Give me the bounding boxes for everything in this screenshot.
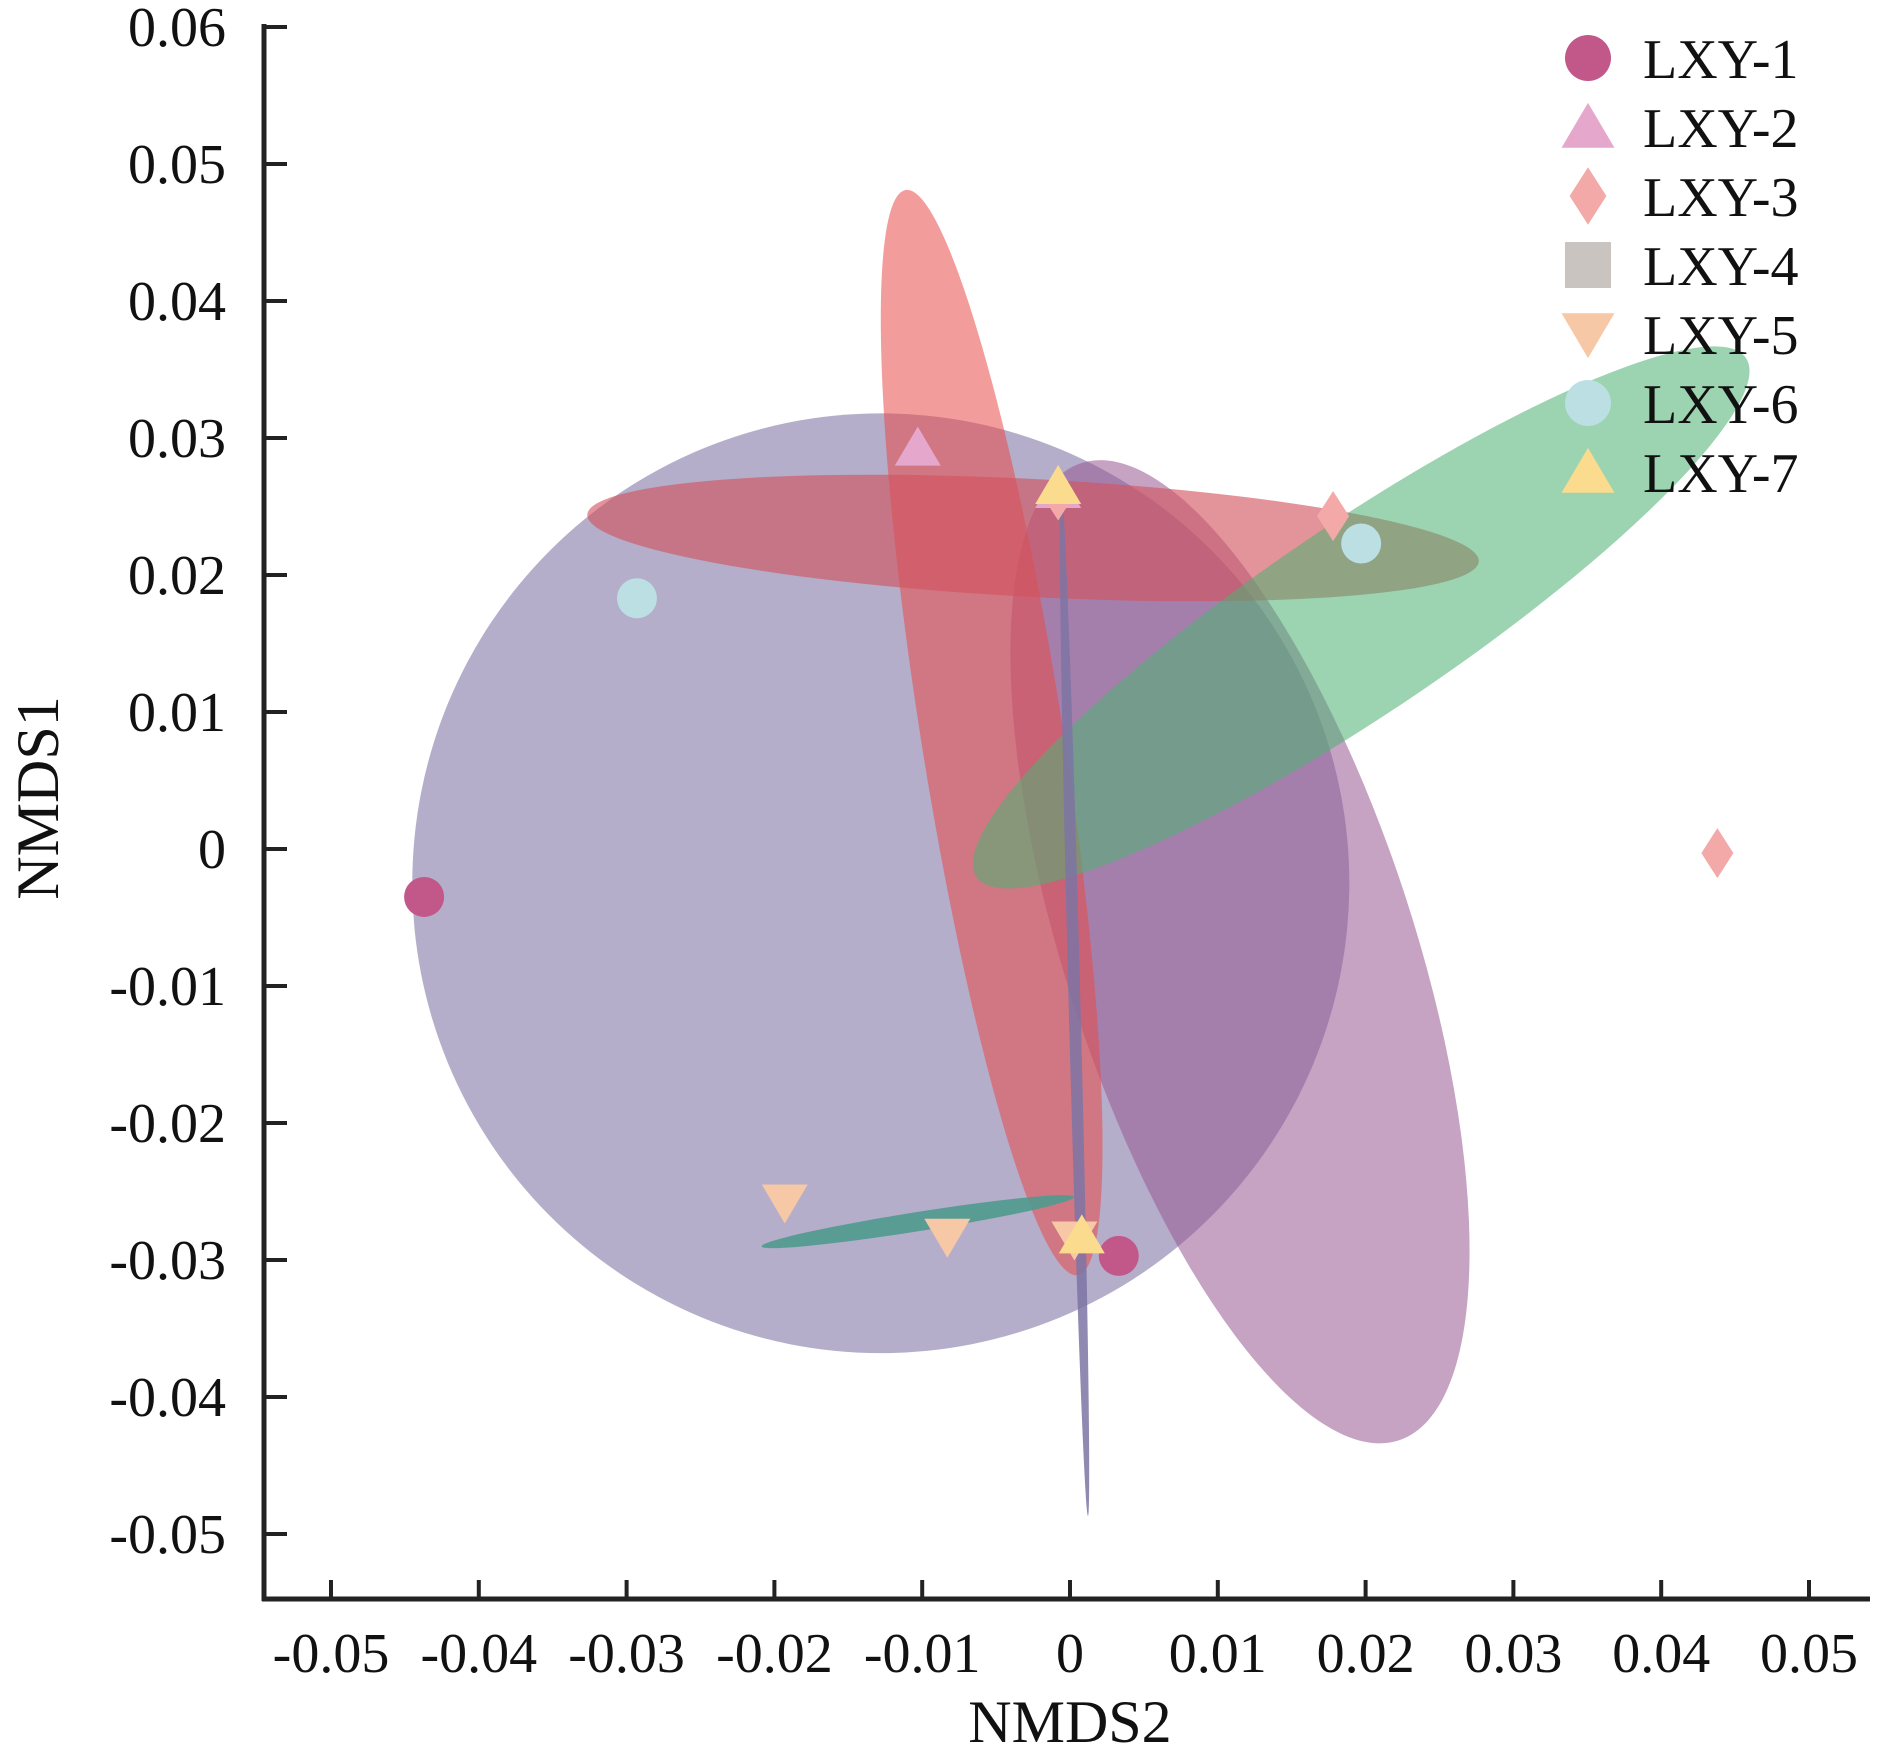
x-tick-label: -0.04 (420, 1623, 537, 1685)
y-tick-label: 0.02 (128, 545, 226, 607)
legend-label-lxy-2: LXY-2 (1643, 98, 1799, 160)
point-lxy-7-triangle-up (1035, 464, 1082, 504)
y-tick-label: 0.06 (128, 0, 226, 59)
x-axis-title: NMDS2 (968, 1689, 1171, 1752)
legend-marker-lxy-6 (1565, 380, 1611, 426)
legend-marker-lxy-7 (1561, 447, 1615, 493)
legend-label-lxy-3: LXY-3 (1643, 167, 1799, 229)
x-tick-label: -0.05 (273, 1623, 390, 1685)
point-lxy-6-circle (616, 578, 657, 619)
legend-marker-lxy-2 (1561, 102, 1615, 148)
y-tick-label: -0.05 (109, 1504, 226, 1566)
y-tick-label: -0.03 (109, 1230, 226, 1292)
point-lxy-2-triangle-up (894, 426, 941, 466)
legend-label-lxy-4: LXY-4 (1643, 236, 1799, 298)
confidence-ellipse-7 (1059, 483, 1090, 1517)
point-lxy-1-circle (1098, 1235, 1139, 1276)
x-tick-label: -0.02 (716, 1623, 833, 1685)
point-lxy-5-triangle-down (924, 1218, 971, 1258)
point-lxy-6-circle (1341, 523, 1382, 564)
x-tick-label: 0 (1056, 1623, 1084, 1685)
y-axis-title: NMDS1 (5, 696, 71, 899)
y-tick-label: 0.05 (128, 134, 226, 196)
legend-label-lxy-1: LXY-1 (1643, 29, 1799, 91)
legend-label-lxy-7: LXY-7 (1643, 443, 1799, 505)
legend: LXY-1 LXY-2 LXY-3 LXY-4 LXY-5 LXY-6 LXY-7 (1561, 29, 1799, 505)
x-tick-label: 0.04 (1612, 1623, 1710, 1685)
x-tick-label: 0.01 (1169, 1623, 1267, 1685)
legend-marker-lxy-1 (1565, 35, 1611, 81)
y-tick-label: -0.02 (109, 1093, 226, 1155)
confidence-ellipse-6 (761, 1195, 1074, 1249)
legend-label-lxy-6: LXY-6 (1643, 374, 1799, 436)
y-tick-label: -0.01 (109, 956, 226, 1018)
confidence-ellipse-5 (972, 346, 1750, 889)
legend-marker-lxy-3 (1569, 167, 1607, 225)
x-ticks: -0.05 -0.04 -0.03 -0.02 -0.01 0 0.01 0.02 0.03 0.… (273, 1580, 1858, 1685)
legend-marker-lxy-4 (1565, 242, 1611, 288)
point-lxy-3-diamond (1701, 828, 1734, 879)
point-lxy-5-triangle-down (761, 1184, 808, 1224)
axes (261, 24, 1870, 1602)
legend-marker-lxy-5 (1561, 313, 1615, 359)
point-lxy-3-diamond (1317, 491, 1350, 542)
y-tick-label: 0 (198, 819, 226, 881)
x-tick-label: -0.03 (568, 1623, 685, 1685)
data-points (404, 426, 1734, 1276)
y-tick-label: 0.03 (128, 408, 226, 470)
x-tick-label: 0.02 (1317, 1623, 1415, 1685)
x-tick-label: 0.03 (1464, 1623, 1562, 1685)
y-tick-label: -0.04 (109, 1367, 226, 1429)
x-tick-label: -0.01 (864, 1623, 981, 1685)
y-tick-label: 0.04 (128, 271, 226, 333)
point-lxy-7-triangle-up (1058, 1214, 1105, 1254)
x-tick-label: 0.05 (1760, 1623, 1858, 1685)
legend-label-lxy-5: LXY-5 (1643, 305, 1799, 367)
ellipse-layer (412, 189, 1750, 1517)
y-tick-label: 0.01 (128, 682, 226, 744)
point-lxy-1-circle (404, 876, 445, 917)
confidence-ellipse-4 (587, 474, 1479, 602)
y-ticks: -0.05 -0.04 -0.03 -0.02 -0.01 0 0.01 0.02 0.03 0.… (109, 0, 287, 1566)
